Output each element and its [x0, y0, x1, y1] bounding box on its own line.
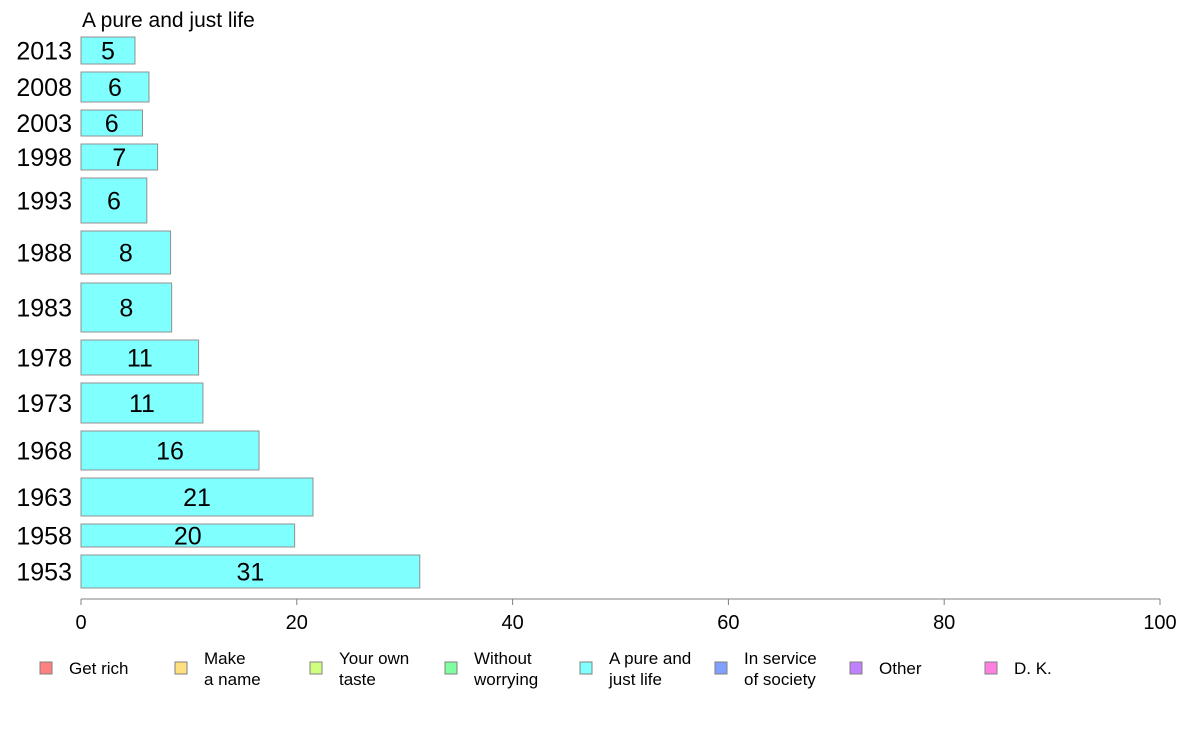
legend-label: In service	[744, 649, 817, 668]
legend-label: Other	[879, 659, 922, 678]
category-label: 1953	[16, 559, 72, 587]
category-label: 1963	[16, 484, 72, 512]
category-label: 2013	[16, 38, 72, 66]
legend-label: A pure and	[609, 649, 691, 668]
bar-1988	[80, 230, 172, 275]
bar-1963	[80, 477, 314, 517]
legend-swatch	[849, 661, 863, 675]
chart-title: A pure and just life	[82, 9, 255, 32]
category-label: 1968	[16, 438, 72, 466]
category-label: 1988	[16, 240, 72, 268]
bar-1968	[80, 430, 260, 471]
legend-label: just life	[608, 670, 662, 689]
data-label: 8	[119, 295, 133, 323]
category-label: 1978	[16, 345, 72, 373]
legend-swatch	[984, 661, 998, 675]
data-label: 6	[105, 110, 119, 138]
category-label: 1998	[16, 144, 72, 172]
legend-swatch	[39, 661, 53, 675]
x-tick-label: 80	[933, 612, 955, 634]
legend-swatch	[444, 661, 458, 675]
bar-1973	[80, 382, 204, 424]
bar-1958	[80, 523, 296, 548]
bar-1993	[80, 177, 148, 224]
legend-swatch	[309, 661, 323, 675]
legend-label: a name	[204, 670, 261, 689]
data-label: 31	[236, 559, 264, 587]
legend-label: D. K.	[1014, 659, 1052, 678]
category-label: 1983	[16, 295, 72, 323]
legend-label: of society	[744, 670, 816, 689]
x-tick-label: 100	[1143, 612, 1176, 634]
data-label: 11	[127, 345, 153, 373]
bar-1998	[80, 143, 159, 171]
legend-label: worrying	[473, 670, 538, 689]
category-label: 2003	[16, 110, 72, 138]
legend-label: taste	[339, 670, 376, 689]
x-tick-label: 20	[286, 612, 308, 634]
legend-label: Make	[204, 649, 246, 668]
legend-label: Your own	[339, 649, 409, 668]
legend-swatch	[714, 661, 728, 675]
legend-swatch	[579, 661, 593, 675]
category-label: 2008	[16, 74, 72, 102]
legend-swatch	[174, 661, 188, 675]
x-axis: 0 20 40 60 80 100	[75, 598, 1177, 634]
bar-2003	[80, 109, 144, 137]
data-label: 5	[101, 38, 115, 66]
legend: Get rich Make a name Your own taste Without wo…	[39, 649, 1052, 689]
category-label: 1973	[16, 390, 72, 418]
data-label: 6	[107, 188, 121, 216]
data-label: 20	[174, 523, 202, 551]
data-label: 8	[119, 240, 133, 268]
data-label: 6	[108, 74, 122, 102]
bar-2013	[80, 36, 136, 65]
legend-label: Without	[474, 649, 532, 668]
data-label: 11	[129, 390, 155, 418]
x-tick-label: 60	[717, 612, 739, 634]
legend-label: Get rich	[69, 659, 129, 678]
data-label: 21	[183, 484, 211, 512]
bar-1953	[80, 554, 421, 589]
x-tick-label: 40	[501, 612, 523, 634]
category-label: 1993	[16, 188, 72, 216]
bars-group: 2013 5 2008 6 2003 6 1998 7 1993 6 1988 8 1983 8 1978 1…	[16, 36, 421, 589]
category-label: 1958	[16, 523, 72, 551]
bar-1978	[80, 339, 200, 376]
data-label: 7	[112, 144, 126, 172]
bar-1983	[80, 282, 173, 333]
data-label: 16	[156, 438, 184, 466]
bar-2008	[80, 71, 150, 103]
x-tick-label: 0	[75, 612, 86, 634]
